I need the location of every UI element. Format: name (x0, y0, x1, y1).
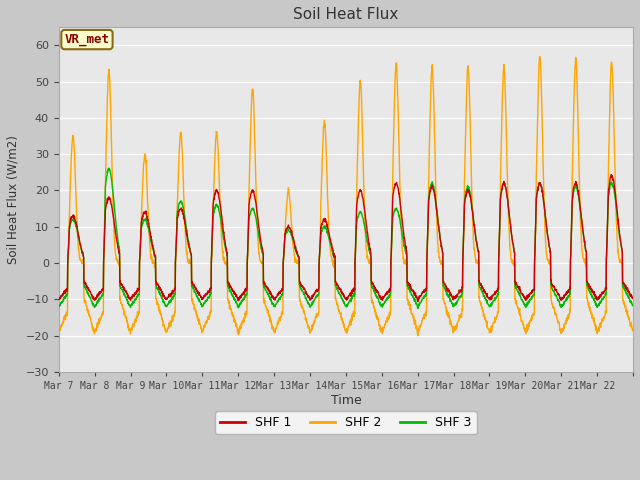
SHF 1 (414, 299, 422, 304)
SHF 2 (621, 304, 629, 310)
SHF 3 (520, 299, 527, 305)
SHF 2 (381, 323, 388, 329)
Text: VR_met: VR_met (65, 33, 109, 46)
X-axis label: Time: Time (330, 394, 361, 407)
SHF 3 (381, 300, 388, 305)
SHF 1 (607, 172, 615, 178)
SHF 2 (552, 311, 559, 317)
SHF 1 (381, 293, 388, 299)
SHF 3 (105, 165, 113, 171)
SHF 3 (552, 292, 559, 298)
SHF 2 (55, 326, 63, 332)
SHF 3 (621, 288, 629, 294)
SHF 2 (414, 333, 422, 339)
SHF 1 (519, 292, 527, 298)
SHF 2 (236, 323, 244, 329)
SHF 3 (55, 302, 63, 308)
SHF 2 (536, 54, 543, 60)
SHF 2 (112, 255, 120, 261)
Line: SHF 1: SHF 1 (59, 175, 633, 301)
SHF 1 (621, 284, 629, 289)
Line: SHF 3: SHF 3 (59, 168, 633, 309)
Y-axis label: Soil Heat Flux (W/m2): Soil Heat Flux (W/m2) (7, 135, 20, 264)
SHF 1 (236, 293, 244, 299)
SHF 3 (113, 225, 120, 230)
Line: SHF 2: SHF 2 (59, 57, 633, 336)
SHF 3 (236, 301, 244, 307)
SHF 3 (629, 302, 637, 308)
SHF 1 (552, 288, 559, 293)
Legend: SHF 1, SHF 2, SHF 3: SHF 1, SHF 2, SHF 3 (215, 411, 477, 434)
SHF 2 (629, 326, 637, 332)
Title: Soil Heat Flux: Soil Heat Flux (293, 7, 399, 22)
SHF 3 (414, 306, 422, 312)
SHF 2 (519, 321, 527, 327)
SHF 1 (629, 295, 637, 300)
SHF 1 (112, 234, 120, 240)
SHF 1 (55, 295, 63, 300)
